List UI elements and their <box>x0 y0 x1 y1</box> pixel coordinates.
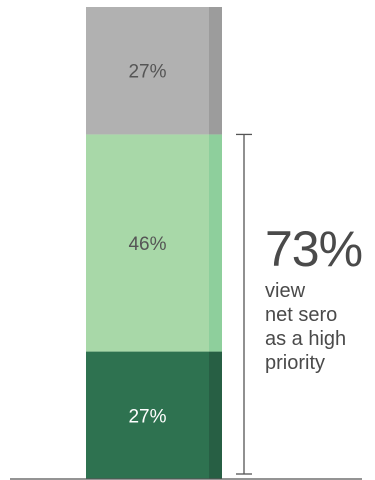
annotation-line: as a high <box>265 328 347 350</box>
segment-labels: 27% 46% 27% <box>128 62 166 428</box>
bar-segment-edge <box>209 351 222 479</box>
bar-segment <box>86 7 209 135</box>
annotation-line: net sero <box>265 304 338 326</box>
annotation-line: view <box>265 280 306 302</box>
bar-segment-edge <box>209 134 222 352</box>
bar-segments <box>86 7 222 479</box>
segment-value-label: 27% <box>128 406 166 427</box>
priority-bracket <box>236 133 252 475</box>
bar-segment-edge <box>209 7 222 135</box>
annotation-line: priority <box>265 352 326 374</box>
segment-value-label: 27% <box>128 62 166 83</box>
bar-segment <box>86 134 209 352</box>
segment-value-label: 46% <box>128 234 166 255</box>
annotation-text: view net sero as a high priority <box>265 279 375 375</box>
annotation-percentage: 73% <box>265 221 363 277</box>
bar-segment <box>86 351 209 479</box>
